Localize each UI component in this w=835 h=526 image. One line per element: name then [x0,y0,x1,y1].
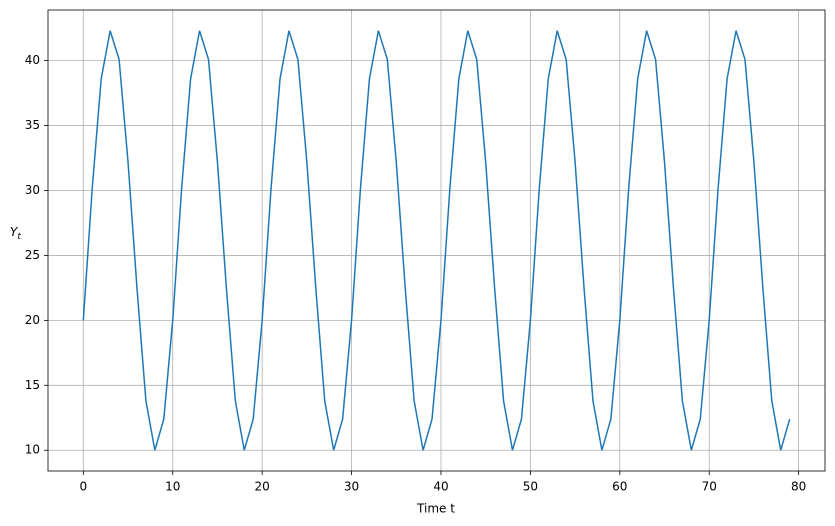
line-series [82,30,791,451]
y-tick-label: 15 [25,378,40,392]
x-tick-label: 60 [612,480,627,494]
x-tick-label: 70 [702,480,717,494]
y-tick-label: 25 [25,248,40,262]
x-tick-label: 50 [523,480,538,494]
y-axis-label-main: Y [10,225,19,239]
y-axis-label-subscript: t [17,232,21,242]
y-tick-label: 40 [25,53,40,67]
x-tick-label: 20 [255,480,270,494]
x-tick-label: 10 [165,480,180,494]
x-axis-label: Time t [416,502,455,516]
x-tick-label: 80 [791,480,806,494]
y-tick-label: 35 [25,118,40,132]
y-axis-label: Yt [10,225,21,242]
y-tick-label: 30 [25,183,40,197]
x-tick-label: 30 [344,480,359,494]
y-tick-label: 20 [25,313,40,327]
plot-frame [47,9,826,472]
x-tick-label: 0 [79,480,87,494]
x-tick-label: 40 [433,480,448,494]
y-tick-label: 10 [25,443,40,457]
